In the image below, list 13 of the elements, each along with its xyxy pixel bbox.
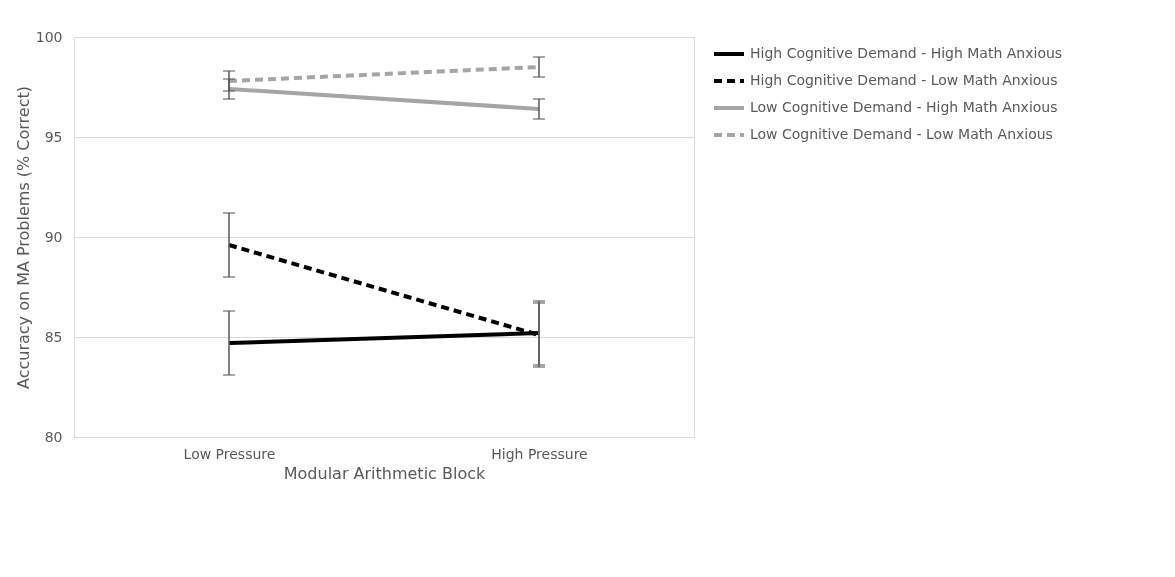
y-axis-title: Accuracy on MA Problems (% Correct) xyxy=(13,86,33,389)
legend-label: Low Cognitive Demand - High Math Anxious xyxy=(750,99,1058,115)
legend-label: High Cognitive Demand - Low Math Anxious xyxy=(750,72,1058,88)
legend-label: Low Cognitive Demand - Low Math Anxious xyxy=(750,126,1053,142)
y-tick-label: 80 xyxy=(44,428,63,445)
y-tick-label: 85 xyxy=(44,328,63,345)
x-tick-label: Low Pressure xyxy=(183,445,276,462)
legend-label: High Cognitive Demand - High Math Anxious xyxy=(750,45,1063,61)
y-tick-label: 90 xyxy=(44,228,63,245)
y-tick-label: 100 xyxy=(35,28,63,45)
x-tick-label: High Pressure xyxy=(491,445,588,462)
x-axis-title: Modular Arithmetic Block xyxy=(283,463,486,483)
y-tick-label: 95 xyxy=(44,128,63,145)
